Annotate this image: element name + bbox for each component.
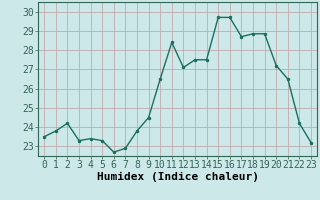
X-axis label: Humidex (Indice chaleur): Humidex (Indice chaleur)	[97, 172, 259, 182]
